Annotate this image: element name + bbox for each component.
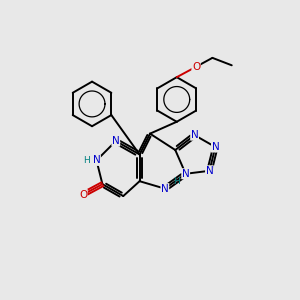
Text: N: N: [191, 130, 199, 140]
Text: O: O: [79, 190, 87, 200]
Text: N: N: [112, 136, 120, 146]
Text: H: H: [84, 157, 90, 166]
Text: O: O: [192, 62, 200, 72]
Text: N: N: [212, 142, 219, 152]
Text: N: N: [93, 155, 101, 165]
Text: N: N: [206, 166, 213, 176]
Text: N: N: [182, 169, 190, 179]
Text: N: N: [161, 184, 169, 194]
Text: H: H: [173, 177, 180, 186]
